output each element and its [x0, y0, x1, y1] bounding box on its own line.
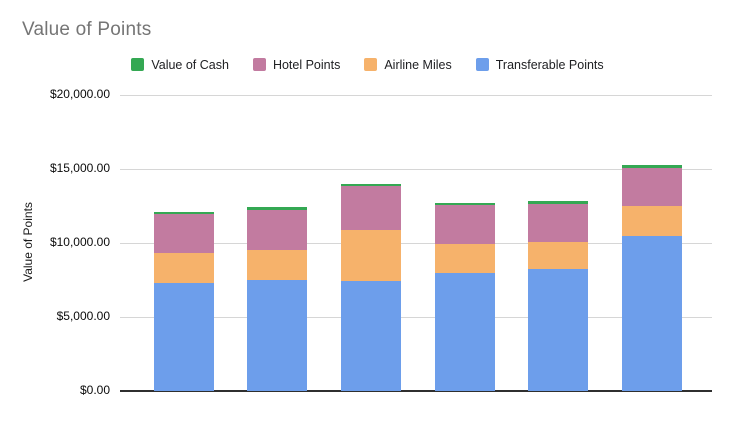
legend-swatch-icon [364, 58, 378, 71]
bar-segment-airline-miles[interactable] [341, 229, 401, 282]
bar-segment-airline-miles[interactable] [153, 252, 214, 283]
bar-segment-hotel-points[interactable] [621, 167, 682, 206]
y-axis-tick-label: $0.00 [79, 383, 110, 397]
bar-segment-transferable-points[interactable] [528, 268, 589, 391]
bar-segment-transferable-points[interactable] [621, 235, 682, 391]
bar-segment-value-of-cash[interactable] [153, 211, 214, 215]
bar-segment-transferable-points[interactable] [341, 281, 401, 391]
bar-segment-airline-miles[interactable] [247, 249, 308, 280]
gridline [120, 243, 712, 244]
bar-segment-hotel-points[interactable] [434, 205, 495, 244]
bar-segment-transferable-points[interactable] [247, 280, 308, 391]
y-axis-tick-label: $5,000.00 [56, 309, 110, 323]
chart-legend: Value of Cash Hotel Points Airline Miles Tr… [0, 56, 735, 73]
bar-segment-airline-miles[interactable] [621, 206, 682, 236]
bar-segment-airline-miles[interactable] [434, 243, 495, 273]
bar-segment-value-of-cash[interactable] [341, 183, 401, 187]
gridline [120, 317, 712, 318]
legend-label: Airline Miles [384, 57, 452, 72]
bar-segment-airline-miles[interactable] [528, 241, 589, 269]
bar-segment-value-of-cash[interactable] [528, 201, 589, 204]
y-axis-tick-label: $10,000.00 [49, 235, 110, 249]
bar-segment-value-of-cash[interactable] [434, 203, 495, 206]
legend-item-airline-miles[interactable]: Airline Miles [364, 57, 452, 72]
gridline [120, 169, 712, 170]
legend-label: Value of Cash [151, 57, 229, 72]
legend-swatch-icon [131, 58, 145, 71]
x-axis-baseline [120, 390, 712, 392]
y-axis-tick-label: $15,000.00 [49, 161, 110, 175]
legend-swatch-icon [252, 58, 266, 71]
gridline [120, 95, 712, 96]
bar-segment-hotel-points[interactable] [528, 203, 589, 242]
legend-label: Hotel Points [272, 57, 341, 72]
legend-item-transferable-points[interactable]: Transferable Points [475, 57, 604, 72]
bar-segment-hotel-points[interactable] [341, 186, 401, 230]
y-axis-tick-label: $20,000.00 [49, 87, 110, 101]
bar-segment-hotel-points[interactable] [247, 209, 308, 250]
legend-item-value-of-cash[interactable]: Value of Cash [131, 58, 229, 72]
bar-segment-value-of-cash[interactable] [247, 207, 308, 210]
legend-item-hotel-points[interactable]: Hotel Points [252, 57, 341, 72]
legend-swatch-icon [475, 58, 489, 71]
bar-segment-value-of-cash[interactable] [621, 164, 682, 168]
bar-segment-transferable-points[interactable] [153, 282, 214, 391]
bar-segment-transferable-points[interactable] [434, 272, 495, 391]
legend-label: Transferable Points [495, 57, 604, 72]
bar-segment-hotel-points[interactable] [153, 214, 214, 253]
chart-title: Value of Points [22, 19, 152, 40]
